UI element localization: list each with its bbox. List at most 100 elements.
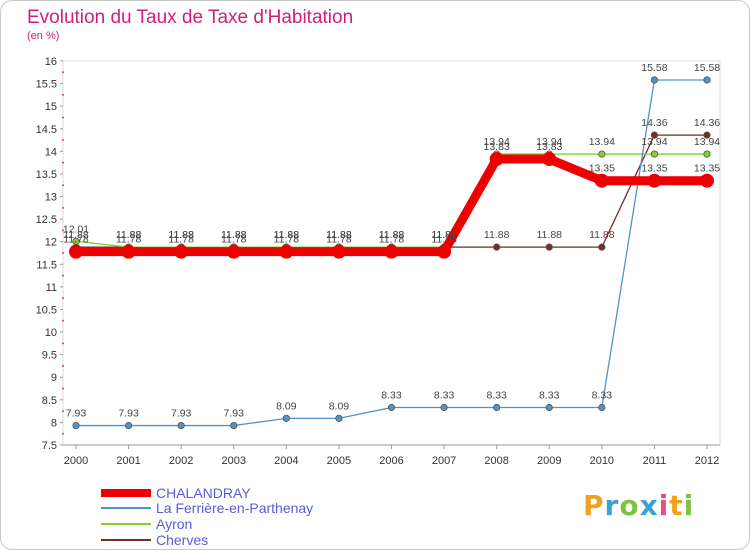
x-tick-label: 2008 — [484, 455, 508, 467]
chart-unit-label: (en %) — [27, 30, 60, 42]
data-label: 7.93 — [66, 408, 87, 420]
y-minor-tick — [62, 319, 64, 322]
data-point — [650, 76, 659, 84]
legend-item-chalandray: CHALANDRAY — [101, 485, 251, 501]
y-minor-tick — [62, 116, 64, 119]
legend-swatch — [101, 507, 151, 509]
data-point — [598, 403, 606, 412]
data-label: 11.88 — [431, 229, 457, 241]
x-tick-label: 2006 — [379, 455, 403, 467]
data-label: 7.93 — [171, 408, 192, 420]
y-minor-tick — [62, 342, 64, 345]
y-minor-tick — [62, 229, 64, 232]
proxiti-logo: Proxiti — [583, 489, 695, 522]
data-point — [703, 131, 711, 139]
data-label: 13.94 — [694, 136, 720, 148]
data-point — [437, 244, 452, 259]
y-minor-tick — [62, 364, 64, 367]
y-tick-label: 14.5 — [36, 124, 57, 136]
data-label: 11.78 — [431, 234, 457, 246]
data-label: 11.78 — [168, 234, 194, 246]
y-tick-label: 8 — [51, 417, 57, 429]
y-tick-label: 10 — [45, 327, 57, 339]
data-label: 13.83 — [536, 141, 562, 153]
data-label: 8.09 — [329, 400, 350, 412]
data-label: 11.88 — [589, 229, 615, 241]
data-label: 11.78 — [274, 234, 300, 246]
x-tick-label: 2004 — [274, 455, 298, 467]
data-point — [69, 244, 83, 259]
data-point — [121, 244, 136, 259]
y-tick-label: 14 — [45, 146, 57, 158]
y-minor-tick — [62, 184, 64, 187]
y-tick-label: 8.5 — [42, 395, 57, 407]
data-point — [545, 403, 553, 412]
x-tick-label: 2003 — [222, 455, 246, 467]
y-tick-label: 9 — [51, 372, 57, 384]
data-label: 11.88 — [326, 229, 352, 241]
y-minor-tick — [62, 161, 64, 164]
x-tick-label: 2010 — [590, 455, 614, 467]
data-label: 11.78 — [63, 234, 89, 246]
y-tick-label: 7.5 — [42, 440, 57, 452]
data-point — [493, 403, 501, 412]
data-point — [703, 150, 711, 158]
data-label: 8.09 — [276, 400, 297, 412]
data-point — [384, 244, 399, 259]
data-label: 7.93 — [118, 408, 139, 420]
data-point — [279, 244, 294, 259]
data-label: 11.88 — [537, 229, 563, 241]
y-minor-tick — [62, 93, 64, 96]
data-label: 11.88 — [221, 229, 247, 241]
data-label: 13.35 — [694, 163, 720, 175]
y-tick-label: 12 — [45, 237, 57, 249]
data-label: 8.33 — [592, 390, 613, 402]
legend-label: Ayron — [156, 516, 193, 532]
y-minor-tick — [62, 139, 64, 142]
data-label: 11.88 — [379, 229, 405, 241]
data-label: 11.88 — [274, 229, 300, 241]
x-tick-label: 2012 — [695, 455, 719, 467]
data-label: 13.35 — [589, 163, 615, 175]
data-point — [542, 152, 557, 167]
legend-swatch — [101, 539, 151, 541]
data-point — [545, 243, 553, 251]
y-minor-tick — [62, 71, 64, 74]
data-label: 11.78 — [326, 234, 352, 246]
data-point — [230, 421, 238, 430]
data-point — [700, 173, 714, 188]
data-label: 11.88 — [431, 229, 457, 241]
x-tick-label: 2011 — [643, 455, 667, 467]
legend-swatch — [101, 523, 151, 525]
y-tick-label: 11.5 — [36, 259, 57, 271]
data-point — [335, 414, 343, 422]
data-label: 13.94 — [641, 136, 667, 148]
data-label: 8.33 — [434, 390, 455, 402]
data-label: 13.94 — [484, 136, 510, 148]
data-point — [177, 421, 185, 430]
data-label: 11.88 — [221, 229, 247, 241]
data-label: 11.88 — [168, 229, 194, 241]
y-tick-label: 15.5 — [36, 79, 57, 91]
x-tick-label: 2005 — [327, 455, 351, 467]
data-label: 15.58 — [694, 62, 720, 74]
legend-swatch — [101, 489, 151, 497]
y-tick-label: 11 — [46, 282, 57, 294]
y-tick-label: 16 — [45, 56, 57, 68]
data-point — [598, 243, 606, 251]
data-point — [124, 421, 133, 430]
y-minor-tick — [62, 297, 64, 300]
data-label: 7.93 — [224, 408, 245, 420]
chart-title: Evolution du Taux de Taxe d'Habitation — [27, 7, 354, 28]
data-label: 13.83 — [484, 141, 510, 153]
data-label: 8.33 — [381, 390, 402, 402]
y-minor-tick — [62, 410, 64, 413]
data-label: 11.88 — [116, 229, 142, 241]
data-label: 11.88 — [168, 229, 194, 241]
data-label: 11.78 — [116, 234, 142, 246]
data-label: 8.33 — [486, 390, 507, 402]
data-point — [493, 243, 501, 251]
data-point — [647, 173, 662, 188]
data-point — [174, 244, 189, 259]
